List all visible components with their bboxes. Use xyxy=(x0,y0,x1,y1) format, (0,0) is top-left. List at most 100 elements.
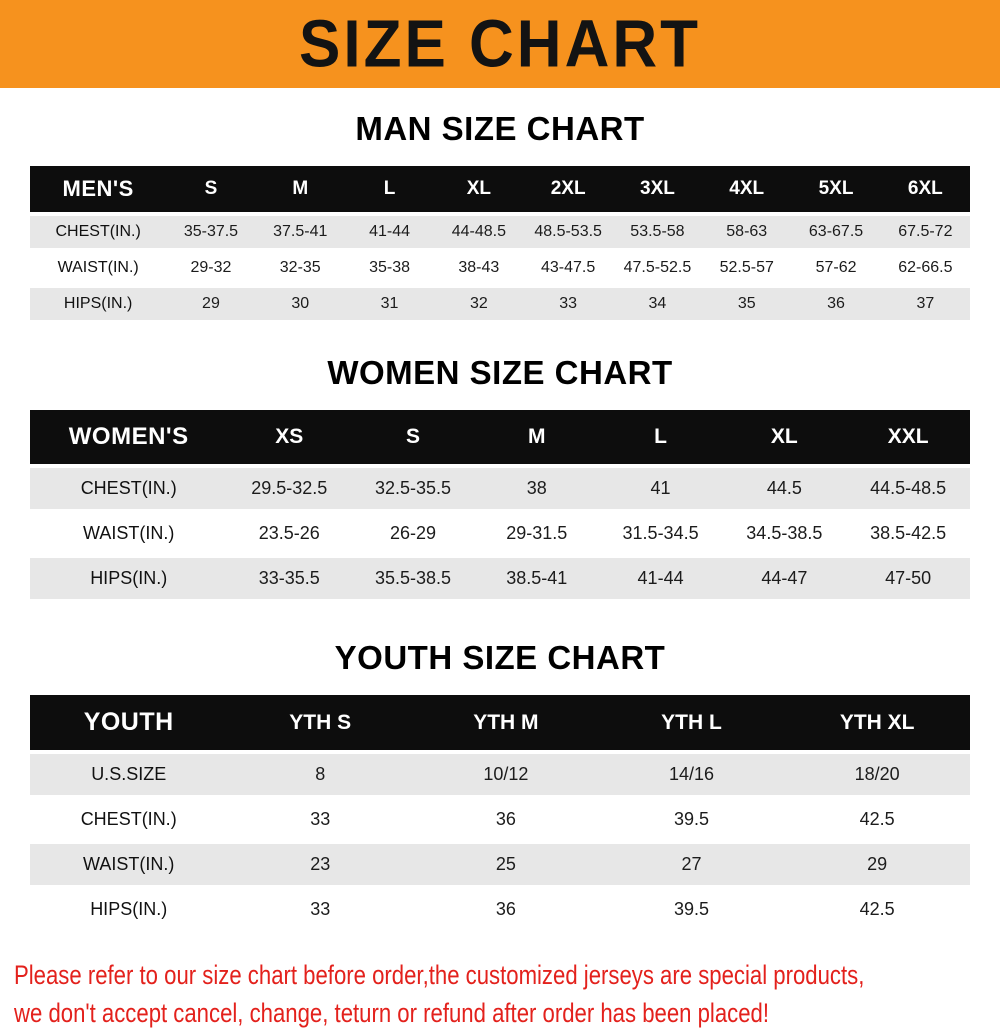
table-row: WAIST(IN.) 29-32 32-35 35-38 38-43 43-47.5 47.… xyxy=(30,252,970,284)
size-table: WOMEN'S XS S M L XL XXL CHEST(IN.) 29.5-32.5 32.5… xyxy=(30,406,970,603)
cell-value: 33 xyxy=(523,288,613,320)
row-label: HIPS(IN.) xyxy=(30,288,167,320)
cell-value: 62-66.5 xyxy=(880,252,970,284)
column-header: YTH S xyxy=(227,695,414,750)
page-title: SIZE CHART xyxy=(299,6,701,82)
row-label: CHEST(IN.) xyxy=(30,216,167,248)
cell-value: 41-44 xyxy=(598,558,723,599)
column-header: L xyxy=(344,166,435,212)
table-row: HIPS(IN.) 33-35.5 35.5-38.5 38.5-41 41-44 44-… xyxy=(30,558,970,599)
cell-value: 48.5-53.5 xyxy=(523,216,613,248)
table-corner-label: MEN'S xyxy=(30,166,167,212)
banner: SIZE CHART xyxy=(0,0,1000,88)
table-header-row: MEN'S S M L XL 2XL 3XL 4XL 5XL 6XL xyxy=(30,166,970,212)
cell-value: 42.5 xyxy=(784,799,970,840)
cell-value: 33 xyxy=(227,889,414,930)
row-label: CHEST(IN.) xyxy=(30,468,228,509)
cell-value: 18/20 xyxy=(784,754,970,795)
cell-value: 47.5-52.5 xyxy=(612,252,703,284)
cell-value: 32-35 xyxy=(255,252,345,284)
table-row: HIPS(IN.) 29 30 31 32 33 34 35 36 37 xyxy=(30,288,970,320)
table-row: CHEST(IN.) 29.5-32.5 32.5-35.5 38 41 44.5 44.5… xyxy=(30,468,970,509)
cell-value: 44.5-48.5 xyxy=(846,468,970,509)
row-label: HIPS(IN.) xyxy=(30,889,228,930)
cell-value: 35.5-38.5 xyxy=(351,558,475,599)
cell-value: 53.5-58 xyxy=(612,216,703,248)
column-header: 3XL xyxy=(612,166,703,212)
men-size-table: MEN'S S M L XL 2XL 3XL 4XL 5XL 6XL CHEST(IN.) 35-37… xyxy=(30,162,970,324)
table-row: CHEST(IN.) 33 36 39.5 42.5 xyxy=(30,799,970,840)
women-size-table: WOMEN'S XS S M L XL XXL CHEST(IN.) 29.5-32.5 32.5… xyxy=(30,406,970,603)
cell-value: 58-63 xyxy=(702,216,792,248)
cell-value: 30 xyxy=(255,288,345,320)
table-row: WAIST(IN.) 23 25 27 29 xyxy=(30,844,970,885)
cell-value: 27 xyxy=(598,844,785,885)
row-label: U.S.SIZE xyxy=(30,754,228,795)
cell-value: 39.5 xyxy=(598,889,785,930)
column-header: S xyxy=(351,410,475,464)
cell-value: 34.5-38.5 xyxy=(722,513,847,554)
column-header: S xyxy=(166,166,256,212)
cell-value: 43-47.5 xyxy=(523,252,613,284)
column-header: XL xyxy=(434,166,524,212)
cell-value: 33 xyxy=(227,799,414,840)
cell-value: 36 xyxy=(413,889,599,930)
men-section-heading: MAN SIZE CHART xyxy=(355,110,645,147)
cell-value: 36 xyxy=(413,799,599,840)
cell-value: 32.5-35.5 xyxy=(351,468,475,509)
row-label: CHEST(IN.) xyxy=(30,799,228,840)
men-size-section: MAN SIZE CHART MEN'S S M L XL 2XL 3XL 4XL 5XL 6XL… xyxy=(0,110,1000,324)
footer-note: Please refer to our size chart before or… xyxy=(14,956,1000,1033)
cell-value: 31.5-34.5 xyxy=(598,513,723,554)
cell-value: 31 xyxy=(344,288,435,320)
cell-value: 44.5 xyxy=(722,468,847,509)
size-table: MEN'S S M L XL 2XL 3XL 4XL 5XL 6XL CHEST(IN.) 35-37… xyxy=(30,162,970,324)
table-corner-label: WOMEN'S xyxy=(30,410,228,464)
table-row: U.S.SIZE 8 10/12 14/16 18/20 xyxy=(30,754,970,795)
cell-value: 14/16 xyxy=(598,754,785,795)
cell-value: 36 xyxy=(791,288,881,320)
column-header: 5XL xyxy=(791,166,881,212)
footer-note-line-2: we don't accept cancel, change, teturn o… xyxy=(14,998,770,1029)
cell-value: 38.5-41 xyxy=(474,558,599,599)
column-header: 2XL xyxy=(523,166,613,212)
cell-value: 38 xyxy=(474,468,599,509)
cell-value: 35 xyxy=(702,288,792,320)
cell-value: 33-35.5 xyxy=(227,558,352,599)
cell-value: 38.5-42.5 xyxy=(846,513,970,554)
cell-value: 29-31.5 xyxy=(474,513,599,554)
youth-section-heading: YOUTH SIZE CHART xyxy=(334,639,666,676)
cell-value: 25 xyxy=(413,844,599,885)
column-header: XXL xyxy=(846,410,970,464)
column-header: M xyxy=(474,410,599,464)
cell-value: 37 xyxy=(880,288,970,320)
cell-value: 29.5-32.5 xyxy=(227,468,352,509)
column-header: XS xyxy=(227,410,352,464)
cell-value: 23 xyxy=(227,844,414,885)
column-header: YTH L xyxy=(598,695,785,750)
cell-value: 57-62 xyxy=(791,252,881,284)
cell-value: 44-47 xyxy=(722,558,847,599)
cell-value: 26-29 xyxy=(351,513,475,554)
cell-value: 32 xyxy=(434,288,524,320)
cell-value: 63-67.5 xyxy=(791,216,881,248)
table-corner-label: YOUTH xyxy=(30,695,228,750)
column-header: 6XL xyxy=(880,166,970,212)
column-header: 4XL xyxy=(702,166,792,212)
cell-value: 35-38 xyxy=(344,252,435,284)
cell-value: 23.5-26 xyxy=(227,513,352,554)
women-size-section: WOMEN SIZE CHART WOMEN'S XS S M L XL XXL CHEST(… xyxy=(0,354,1000,603)
cell-value: 52.5-57 xyxy=(702,252,792,284)
cell-value: 41 xyxy=(598,468,723,509)
cell-value: 10/12 xyxy=(413,754,599,795)
cell-value: 37.5-41 xyxy=(255,216,345,248)
row-label: HIPS(IN.) xyxy=(30,558,228,599)
women-section-heading: WOMEN SIZE CHART xyxy=(327,354,673,391)
table-row: HIPS(IN.) 33 36 39.5 42.5 xyxy=(30,889,970,930)
row-label: WAIST(IN.) xyxy=(30,252,167,284)
column-header: M xyxy=(255,166,345,212)
cell-value: 34 xyxy=(612,288,703,320)
table-row: CHEST(IN.) 35-37.5 37.5-41 41-44 44-48.5 48.5… xyxy=(30,216,970,248)
cell-value: 35-37.5 xyxy=(166,216,256,248)
